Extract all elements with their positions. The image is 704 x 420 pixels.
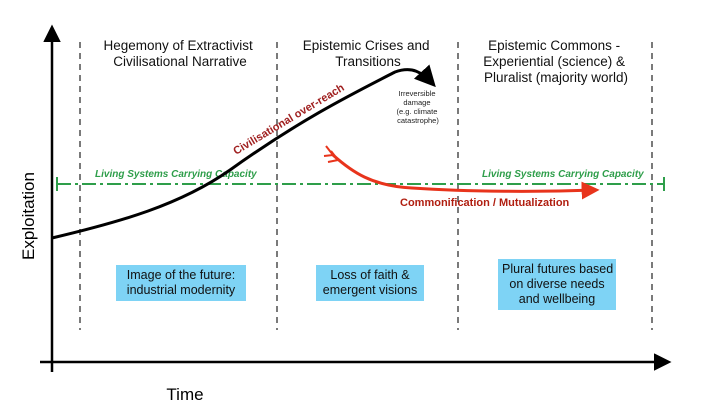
irreversible-damage-note: Irreversible damage (e.g. climate catast… [397, 89, 440, 125]
future-line: on diverse needs [509, 277, 605, 291]
carrying-capacity-label: Living Systems Carrying Capacity [482, 169, 644, 180]
future-line: and wellbeing [518, 292, 596, 306]
overreach-curve [51, 64, 436, 240]
overreach-label: Civilisational over-reach [231, 82, 346, 158]
future-box-plural-futures: Plural futures based on diverse needs an… [498, 259, 616, 310]
phase-title-extractivist: Hegemony of Extractivist Civilisational … [103, 38, 256, 69]
future-line: Loss of faith & [330, 268, 410, 282]
future-line: industrial modernity [126, 283, 236, 297]
future-box-loss-of-faith: Loss of faith & emergent visions [316, 265, 424, 301]
commonification-label: Commonification / Mutualization [400, 197, 570, 209]
future-line: emergent visions [322, 283, 418, 297]
x-axis-label: Time [166, 385, 203, 404]
commonification-curve [331, 153, 600, 200]
y-axis-label: Exploitation [19, 172, 38, 260]
phase-title-commons: Epistemic Commons - Experiential (scienc… [483, 38, 629, 85]
future-box-industrial-modernity: Image of the future: industrial modernit… [116, 265, 246, 301]
phase-title-transitions: Epistemic Crises and Transitions [303, 38, 434, 69]
future-line: Image of the future: [126, 268, 236, 282]
commonification-feather [323, 145, 339, 163]
carrying-capacity-label: Living Systems Carrying Capacity [95, 169, 257, 180]
future-line: Plural futures based [502, 262, 614, 276]
